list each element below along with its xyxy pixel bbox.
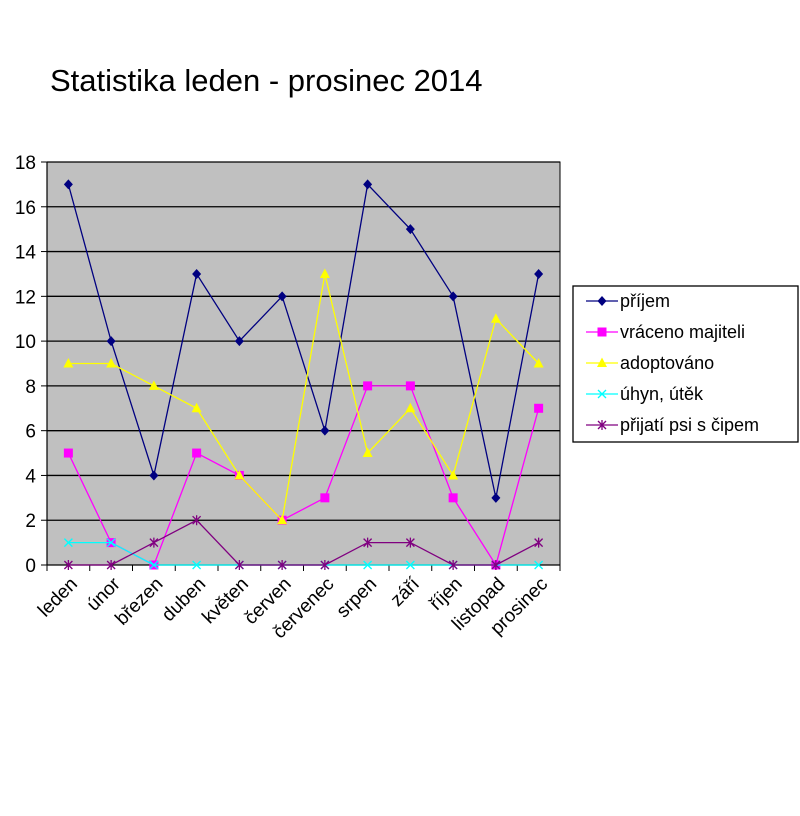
legend-item: příjem [586,291,670,311]
data-point [106,538,116,548]
series-p-jem [63,179,544,503]
data-point [149,537,159,548]
data-point [277,514,288,525]
legend-box [572,285,799,443]
data-point [405,537,415,548]
data-point [106,560,116,570]
data-point [63,448,73,458]
data-point [491,492,501,503]
data-point [320,425,330,436]
data-point [277,560,287,570]
data-point [490,313,501,323]
y-tick-label: 8 [25,377,36,398]
data-point [63,538,73,548]
series-line [68,273,540,522]
data-point [192,268,202,279]
data-point [319,268,330,278]
series-layer [63,179,544,570]
series-p-ijat-psi-s-ipem [63,515,544,570]
x-tick-label: srpen [333,574,381,622]
data-point [106,358,117,368]
data-point [63,358,74,368]
data-point [534,268,544,279]
data-point [192,515,202,526]
data-point [106,336,116,347]
data-point [534,537,544,548]
legend: příjem vráceno majiteli adoptováno úhyn, út… [572,285,799,443]
data-point [192,448,202,458]
data-point [363,179,373,190]
data-point [534,560,544,570]
data-point [597,296,607,306]
x-tick-label: březen [111,574,167,630]
data-point [363,560,373,570]
y-tick-label: 6 [25,422,36,443]
legend-item: úhyn, útěk [586,384,704,404]
data-point [234,469,245,480]
data-point [533,358,544,368]
legend-item: přijatí psi s čipem [586,415,759,435]
legend-label: úhyn, útěk [620,384,704,404]
y-tick-label: 4 [25,466,36,487]
x-tick-label: září [387,573,425,611]
grid-lines [47,161,560,521]
data-point [405,402,416,413]
data-point [234,336,244,347]
data-point [534,403,544,413]
data-point [597,327,607,337]
data-point [448,493,458,503]
data-point [597,420,607,430]
y-tick-label: 12 [15,287,36,308]
data-point [63,179,73,190]
data-point [191,402,202,413]
legend-label: vráceno majiteli [620,322,745,342]
data-point [362,447,373,458]
data-point [277,291,287,302]
data-point [234,560,244,570]
data-point [363,537,373,548]
legend-item: vráceno majiteli [586,322,745,342]
legend-label: přijatí psi s čipem [620,415,759,435]
data-point [597,357,607,367]
data-point [405,224,415,235]
legend-label: adoptováno [620,353,714,373]
data-point [448,291,458,302]
data-point [149,560,159,570]
y-tick-label: 14 [15,243,37,264]
x-tick-label: květen [198,574,252,628]
data-point [192,560,202,570]
y-tick-label: 10 [15,332,36,353]
data-point [448,469,459,480]
data-point [597,389,607,399]
y-tick-label: 2 [25,511,36,532]
legend-item: adoptováno [586,353,714,373]
series-line [68,519,539,566]
y-tick-label: 18 [15,153,36,174]
y-tick-label: 16 [15,198,36,219]
data-point [320,493,330,503]
series-adoptov-no [63,268,544,525]
data-point [448,560,458,570]
chart-title: Statistika leden - prosinec 2014 [50,63,483,98]
series-line [67,183,540,498]
data-point [491,560,501,570]
y-tick-label: 0 [25,556,36,577]
data-point [405,381,415,391]
data-point [363,381,373,391]
data-point [149,470,159,481]
x-tick-label: leden [34,574,82,622]
data-point [148,380,159,390]
data-point [320,560,330,570]
data-point [63,560,73,570]
data-point [405,560,415,570]
legend-label: příjem [620,291,670,311]
